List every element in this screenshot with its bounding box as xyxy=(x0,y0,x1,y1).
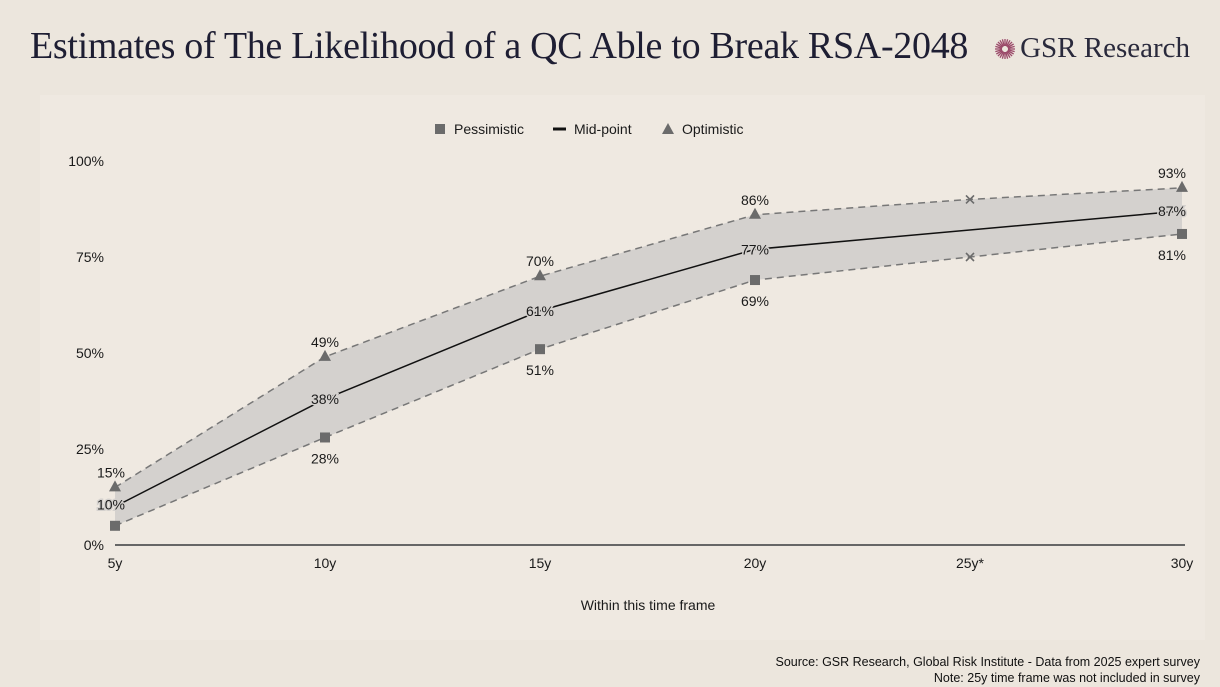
pessimistic-marker xyxy=(110,520,120,531)
gsr-starburst-icon xyxy=(995,38,1016,59)
pessimistic-data-label: 69% xyxy=(741,293,769,309)
estimate-x-marker xyxy=(965,252,975,262)
burst-ray xyxy=(1001,51,1005,59)
x-tick-label: 30y xyxy=(1171,555,1194,571)
burst-ray xyxy=(1007,42,1015,48)
legend-square-icon xyxy=(435,124,445,134)
burst-ray xyxy=(1006,50,1013,57)
x-tick-label: 5y xyxy=(108,555,123,571)
optimistic-line xyxy=(114,187,1183,489)
pessimistic-data-label: 51% xyxy=(526,362,554,378)
burst-ray xyxy=(1007,49,1015,55)
y-tick-label: 100% xyxy=(68,153,104,169)
optimistic-data-label: 93% xyxy=(1158,165,1186,181)
optimistic-marker xyxy=(109,480,121,492)
burst-ray xyxy=(1005,38,1009,46)
mid-point-data-label: 38% xyxy=(311,391,339,407)
y-tick-label: 25% xyxy=(76,441,104,457)
burst-ray xyxy=(999,39,1005,47)
x-tick-label: 10y xyxy=(314,555,337,571)
optimistic-marker xyxy=(1176,180,1188,192)
burst-ray xyxy=(996,42,1003,48)
burst-ray xyxy=(999,50,1005,58)
optimistic-data-label: 49% xyxy=(311,334,339,350)
estimate-x-marker xyxy=(965,194,975,204)
range-band xyxy=(115,187,1182,526)
burst-ray xyxy=(997,40,1004,47)
mid-point-data-label: 61% xyxy=(526,303,554,319)
x-tick-label: 25y* xyxy=(956,555,985,571)
logo-text: GSR Research xyxy=(1020,32,1190,64)
pessimistic-marker xyxy=(320,432,330,443)
legend-label: Pessimistic xyxy=(454,121,524,137)
y-tick-label: 75% xyxy=(76,249,104,265)
x-tick-label: 15y xyxy=(529,555,552,571)
logo: GSR Research xyxy=(993,32,1190,65)
pessimistic-data-label: 28% xyxy=(311,450,339,466)
optimistic-marker xyxy=(534,269,546,281)
y-tick-label: 50% xyxy=(76,345,104,361)
burst-ray xyxy=(1007,48,1015,52)
optimistic-marker xyxy=(749,207,761,219)
burst-ray xyxy=(1005,50,1011,58)
source-text: Source: GSR Research, Global Risk Instit… xyxy=(775,655,1200,669)
note-text: Note: 25y time frame was not included in… xyxy=(933,671,1200,685)
burst-ray xyxy=(1005,51,1009,59)
pessimistic-line xyxy=(114,233,1183,527)
y-tick-label: 0% xyxy=(84,537,104,553)
legend-label: Mid-point xyxy=(574,121,632,137)
legend-label: Optimistic xyxy=(682,121,743,137)
mid-point-line xyxy=(114,210,1183,508)
pessimistic-marker xyxy=(750,275,760,286)
chart-panel xyxy=(40,95,1205,640)
mid-point-data-label: 10% xyxy=(97,497,125,513)
pessimistic-marker xyxy=(535,344,545,355)
mid-point-data-label: 87% xyxy=(1158,203,1186,219)
burst-ray xyxy=(1005,39,1011,47)
burst-ray xyxy=(1006,40,1013,47)
burst-ray xyxy=(1001,38,1005,46)
legend-line-icon xyxy=(553,127,566,131)
optimistic-data-label: 86% xyxy=(741,192,769,208)
pessimistic-marker xyxy=(1177,228,1187,239)
optimistic-data-label: 15% xyxy=(97,464,125,480)
legend-triangle-icon xyxy=(662,123,674,134)
pessimistic-data-label: 81% xyxy=(1158,247,1186,263)
x-tick-label: 20y xyxy=(744,555,767,571)
burst-ray xyxy=(997,50,1004,57)
x-axis-title: Within this time frame xyxy=(581,597,716,613)
optimistic-marker xyxy=(319,349,331,361)
burst-ray xyxy=(995,45,1003,49)
page-title: Estimates of The Likelihood of a QC Able… xyxy=(30,25,969,67)
burst-ray xyxy=(1007,45,1015,49)
mid-point-data-label: 77% xyxy=(741,241,769,257)
optimistic-data-label: 70% xyxy=(526,253,554,269)
burst-ray xyxy=(995,48,1003,52)
burst-ray xyxy=(996,49,1003,55)
